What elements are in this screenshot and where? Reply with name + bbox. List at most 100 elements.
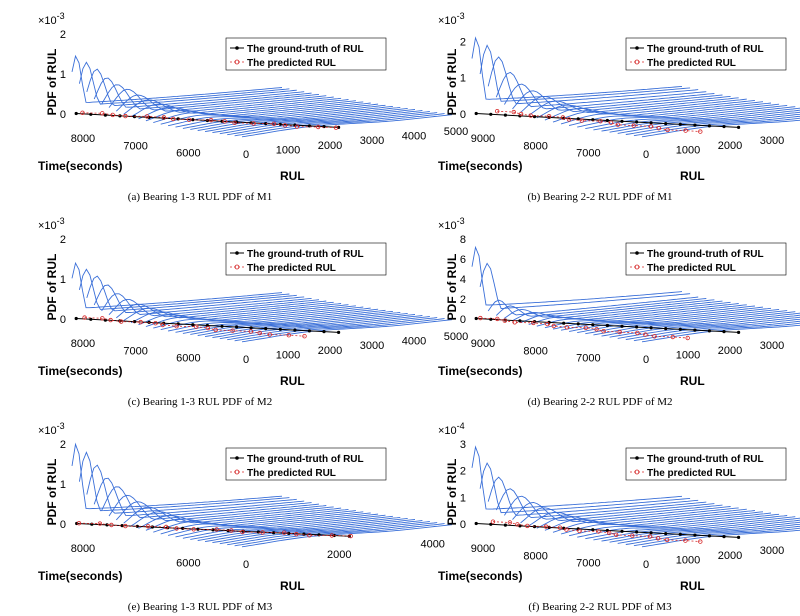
ground-truth-markers [474,521,741,539]
pdf-curve [167,103,379,127]
pdf-curve [641,119,800,138]
time-tick-label: 8000 [523,550,547,562]
pdf-curve [495,488,707,519]
pdf-curve [552,511,764,533]
legend-box [225,447,387,481]
legend-pred-label: The predicted RUL [647,468,736,479]
z-scale-exponent: -3 [457,11,465,21]
pdf-curve [512,90,723,111]
predicted-point [118,319,124,324]
rul-tick-label: 0 [243,559,249,571]
panel-caption: (a) Bearing 1-3 RUL PDF of M1 [128,191,272,203]
ground-truth-point [649,121,653,125]
rul-axis-label: RUL [280,579,305,593]
pdf-curve [78,61,290,105]
pdf-curve [190,516,401,540]
panel-caption: (f) Bearing 2-2 RUL PDF of M3 [528,601,672,613]
rul-tick-label: 5000 [444,126,468,138]
predicted-point [631,123,636,128]
pdf-curve [182,105,393,129]
rul-tick-label: 1000 [676,144,700,156]
z-tick-label: 6 [460,254,466,266]
z-tick-label: 2 [60,234,66,246]
pdf-curve [625,320,800,340]
time-tick-label: 6000 [176,353,200,365]
predicted-point [630,533,635,538]
pdf-curve [560,307,772,331]
pdf-curve [536,508,747,529]
pdf-curve [593,312,800,336]
ground-truth-point [518,114,522,118]
pdf-curve [138,99,349,120]
pdf-curve [115,501,327,521]
z-scale-label: ×10-3 [38,11,65,27]
pdf-curve [487,56,699,105]
z-tick-label: 2 [460,294,466,306]
ground-truth-point [737,125,741,129]
pdf-curve [560,102,772,125]
pdf-curve [528,303,739,325]
predicted-line [492,521,701,542]
pdf-curves [71,261,453,343]
predicted-point [579,118,584,123]
pdf-curve [504,495,715,520]
pdf-curve [108,494,320,520]
legend-box [225,37,387,71]
z-tick-label: 0 [60,109,66,121]
predicted-point [174,323,179,329]
ground-truth-point [302,532,306,536]
time-tick-label: 7000 [576,353,600,365]
pdf-curve [568,513,780,537]
z-tick-label: 8 [460,234,466,246]
legend-gt-label: The ground-truth of RUL [247,249,364,260]
pdf-curve [504,83,715,110]
pdf-curve [601,314,800,337]
ground-truth-point [272,531,276,535]
panel-d: 8 6 4 2 0 ×10-3 PDF of RUL 9000 8000 7000 Time(sec… [438,216,800,408]
ground-truth-point [664,327,668,331]
predicted-point [257,330,262,336]
z-scale-label: ×10-3 [38,216,65,232]
ground-truth-point [678,122,682,126]
pdf-curve [641,324,800,343]
pdf-curve [145,305,356,327]
legend-pred-label: The predicted RUL [647,58,736,69]
ground-truth-point [181,526,185,530]
legend-gt-marker [235,251,239,255]
time-tick-label: 9000 [471,338,495,350]
z-tick-label: 3 [460,439,466,451]
predicted-point [144,114,150,119]
z-scale-exponent: -3 [57,11,65,21]
ground-truth-point [678,327,682,331]
rul-axis: 0 2000 4000 RUL [243,539,445,593]
ground-truth-point [196,527,200,531]
predicted-point [286,332,291,338]
legend-pred-label: The predicted RUL [647,263,736,274]
ground-truth-point [489,522,493,526]
z-axis-label: PDF of RUL [445,459,459,526]
time-tick-label: 8000 [523,345,547,357]
pdf-curves [71,54,453,138]
rul-axis-label: RUL [680,169,705,183]
pdf-curve [160,512,371,535]
rul-axis-label: RUL [280,169,305,183]
ground-truth-point [591,528,595,532]
pdf-curve [116,300,327,319]
panel-caption: (e) Bearing 1-3 RUL PDF of M3 [128,601,273,613]
legend: The ground-truth of RUL The predicted RUL [225,242,387,276]
predicted-rul [80,110,339,130]
rul-tick-label: 3000 [360,135,384,147]
legend-pred-label: The predicted RUL [247,263,336,274]
z-axis: 8 6 4 2 0 ×10-3 PDF of RUL [438,216,466,326]
pdf-curve [197,517,408,541]
ground-truth-point [737,535,741,539]
ground-truth-point [693,533,697,537]
ground-truth-point [722,125,726,129]
pdf-curve [212,520,423,544]
predicted-point [531,320,536,326]
legend: The ground-truth of RUL The predicted RUL [625,37,787,71]
rul-tick-label: 0 [643,559,649,571]
rul-tick-label: 2000 [318,140,342,152]
